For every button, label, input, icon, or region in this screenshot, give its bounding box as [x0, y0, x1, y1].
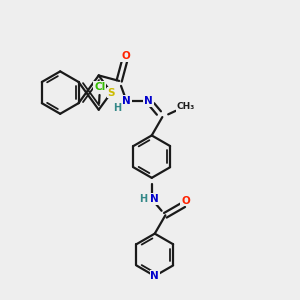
Text: O: O	[181, 196, 190, 206]
Text: N: N	[150, 194, 159, 204]
Text: O: O	[121, 51, 130, 61]
Text: Cl: Cl	[94, 82, 106, 92]
Text: H: H	[113, 103, 121, 113]
Text: S: S	[107, 88, 115, 98]
Text: H: H	[140, 194, 148, 204]
Text: N: N	[144, 96, 153, 106]
Text: N: N	[122, 96, 131, 106]
Text: CH₃: CH₃	[176, 102, 195, 111]
Text: N: N	[150, 271, 159, 281]
